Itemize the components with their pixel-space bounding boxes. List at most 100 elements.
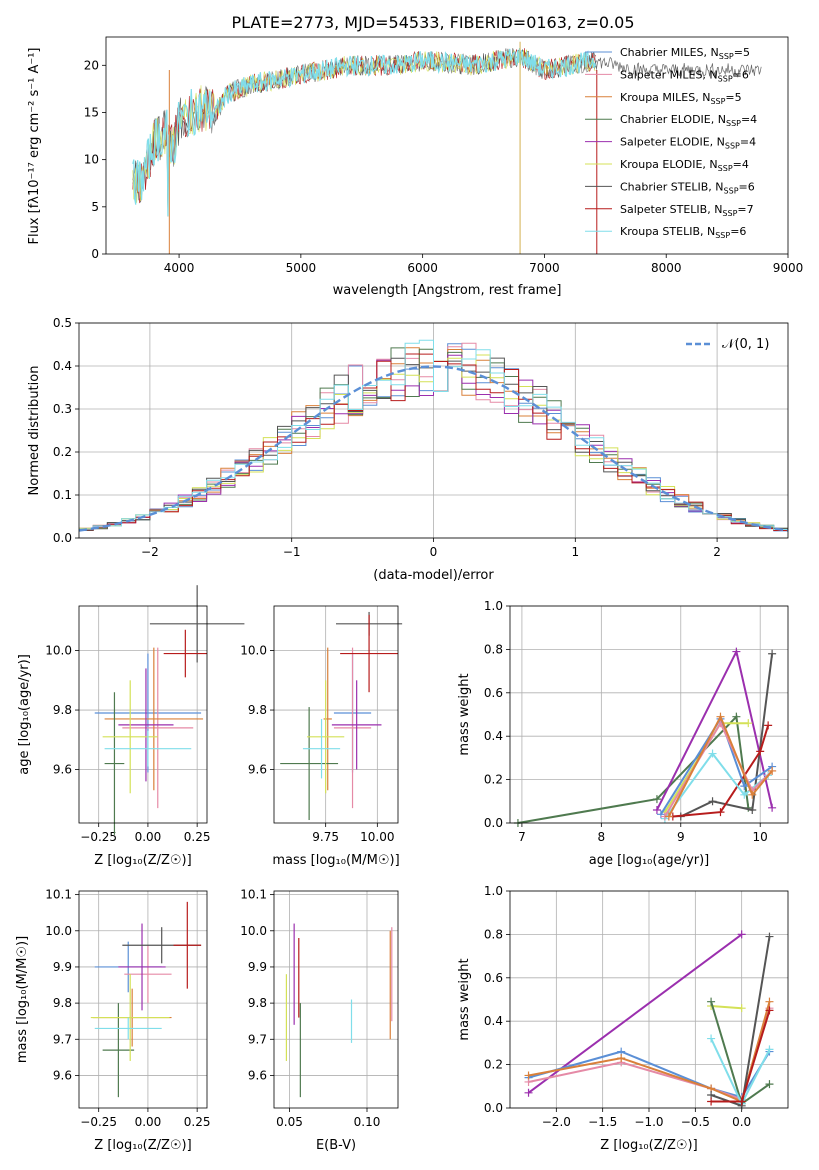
mass-weight-marker: [765, 997, 774, 1006]
x-tick-label: 5000: [286, 261, 317, 275]
mass-weight-marker: [740, 782, 749, 791]
spectrum-line: [132, 48, 597, 217]
legend-label: Salpeter STELIB, NSSP=7: [620, 203, 754, 218]
y-tick-label: 0.6: [484, 686, 503, 700]
histogram-series: [79, 354, 788, 531]
mass-weight-marker: [737, 930, 746, 939]
axes-frame: [509, 605, 789, 824]
y-tick-label: 0.0: [484, 816, 503, 830]
mass-weight-series: [680, 653, 774, 818]
x-tick-label: 7000: [529, 261, 560, 275]
x-tick-label: 7: [518, 830, 526, 844]
mass-weight-series: [672, 725, 770, 818]
x-tick-label: 0.25: [184, 1115, 211, 1129]
y-tick-label: 9.8: [53, 703, 72, 717]
y-tick-label: 9.6: [53, 1068, 72, 1082]
mass-weight-marker: [737, 1004, 746, 1013]
legend-label: Kroupa ELODIE, NSSP=4: [620, 158, 749, 173]
spectrum-line: [132, 47, 597, 217]
x-tick-label: 0.0: [732, 1115, 751, 1129]
x-axis-label: mass [log₁₀(M/M☉)]: [272, 853, 399, 868]
axes-frame: [78, 890, 208, 1109]
y-tick-label: 10: [84, 153, 99, 167]
x-axis-label: Z [log₁₀(Z/Z☉)]: [94, 853, 191, 868]
spectrum-line: [132, 49, 596, 217]
mass-weight-marker: [617, 1054, 626, 1063]
x-tick-label: 10.00: [360, 830, 394, 844]
x-tick-label: 0.05: [276, 1115, 303, 1129]
mass-weight-marker: [768, 803, 777, 812]
mass-weight-marker: [737, 1097, 746, 1106]
y-tick-label: 0.4: [484, 729, 503, 743]
y-axis-label: mass weight: [457, 673, 472, 755]
y-axis-label: mass weight: [457, 958, 472, 1040]
y-tick-label: 9.8: [248, 703, 267, 717]
y-tick-label: 0.1: [53, 488, 72, 502]
legend-label: Kroupa STELIB, NSSP=6: [620, 225, 746, 240]
mass-weight-marker: [707, 1097, 716, 1106]
x-axis-label: wavelength [Angstrom, rest frame]: [333, 283, 562, 298]
y-tick-label: 9.6: [53, 762, 72, 776]
y-tick-label: 0.2: [484, 773, 503, 787]
x-tick-label: −2.0: [542, 1115, 571, 1129]
y-tick-label: 10.1: [240, 888, 267, 902]
mass-weight-marker: [707, 997, 716, 1006]
y-tick-label: 0.5: [53, 316, 72, 330]
mass-weight-marker: [716, 712, 725, 721]
mass-weight-marker: [748, 805, 757, 814]
axes-frame: [78, 322, 789, 539]
y-tick-label: 9.8: [53, 996, 72, 1010]
y-tick-label: 0.3: [53, 402, 72, 416]
mass-weight-marker: [765, 1080, 774, 1089]
y-tick-label: 9.9: [248, 960, 267, 974]
y-tick-label: 0.8: [484, 642, 503, 656]
legend-label: Chabrier ELODIE, NSSP=4: [620, 113, 757, 128]
mass-weight-marker: [708, 797, 717, 806]
x-tick-label: 9000: [773, 261, 804, 275]
legend-label: Chabrier MILES, NSSP=5: [620, 46, 750, 61]
mass-weight-marker: [652, 795, 661, 804]
axes-frame: [273, 605, 399, 824]
y-tick-label: 9.9: [53, 960, 72, 974]
x-axis-label: Z [log₁₀(Z/Z☉)]: [600, 1138, 697, 1153]
mass-weight-marker: [740, 790, 749, 799]
x-tick-label: 2: [713, 545, 721, 559]
x-tick-label: 6000: [407, 261, 438, 275]
y-tick-label: 9.7: [53, 1032, 72, 1046]
axes-frame: [273, 890, 399, 1109]
y-tick-label: 9.8: [248, 996, 267, 1010]
mass-weight-marker: [707, 1034, 716, 1043]
mass-weight-series: [664, 751, 769, 820]
spectrum-title: PLATE=2773, MJD=54533, FIBERID=0163, z=0…: [231, 13, 634, 32]
y-tick-label: 15: [84, 105, 99, 119]
y-tick-label: 20: [84, 58, 99, 72]
y-axis-label: mass [log₁₀(M/M☉)]: [15, 936, 30, 1063]
y-tick-label: 9.6: [248, 762, 267, 776]
mass-weight-series: [710, 1001, 771, 1106]
x-tick-label: 0.25: [184, 830, 211, 844]
y-tick-label: 0.6: [484, 971, 503, 985]
mass-weight-marker: [732, 712, 741, 721]
y-tick-label: 0: [91, 247, 99, 261]
x-tick-label: −0.25: [80, 830, 117, 844]
legend-label: 𝒩(0, 1): [722, 337, 769, 352]
x-axis-label: Z [log₁₀(Z/Z☉)]: [94, 1138, 191, 1153]
x-tick-label: 1: [571, 545, 579, 559]
y-tick-label: 0.8: [484, 927, 503, 941]
mass-weight-series: [711, 1005, 742, 1010]
mass-weight-marker: [756, 747, 765, 756]
x-axis-label: E(B-V): [316, 1138, 356, 1153]
y-axis-label: Flux [fλ10⁻¹⁷ erg cm⁻² s⁻¹ A⁻¹]: [27, 48, 42, 245]
mass-weight-marker: [764, 721, 773, 730]
mass-weight-series: [710, 1038, 771, 1106]
legend-label: Salpeter ELODIE, NSSP=4: [620, 136, 756, 151]
y-axis-label: age [log₁₀(age/yr)]: [17, 654, 32, 775]
x-tick-label: 8000: [651, 261, 682, 275]
y-tick-label: 1.0: [484, 884, 503, 898]
mass-weight-marker: [524, 1088, 533, 1097]
x-tick-label: 0.00: [135, 1115, 162, 1129]
mass-weight-marker: [708, 749, 717, 758]
x-tick-label: −1.5: [588, 1115, 617, 1129]
y-tick-label: 0.4: [53, 359, 72, 373]
